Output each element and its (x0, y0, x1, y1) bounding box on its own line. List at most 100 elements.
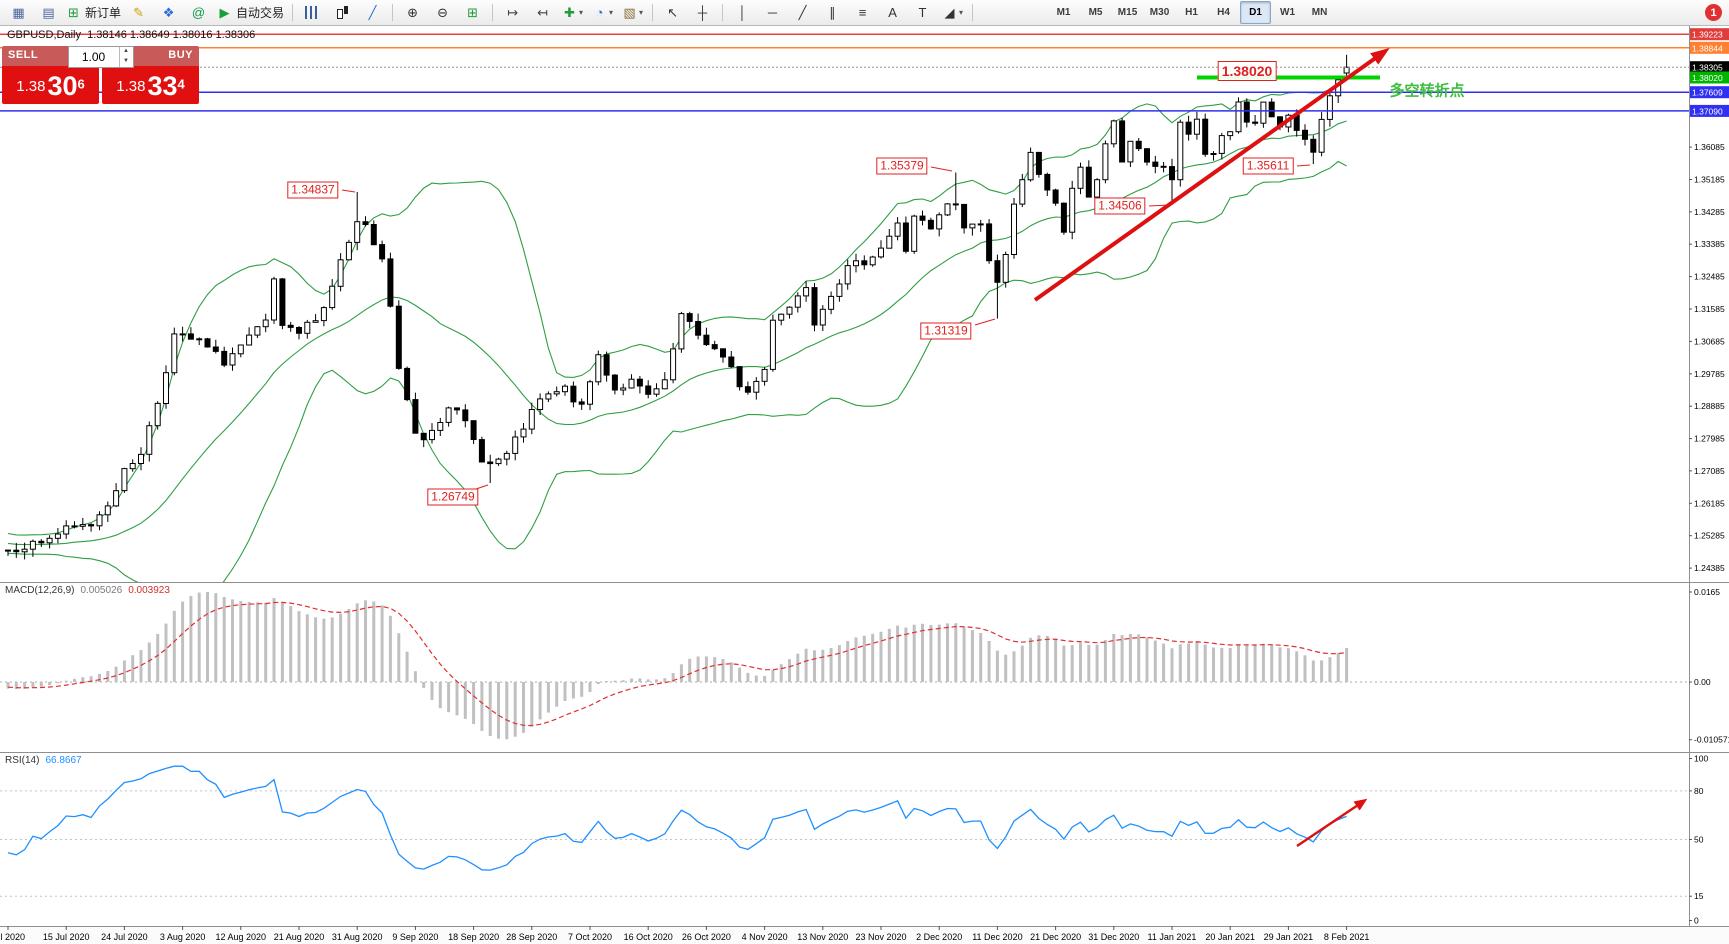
new-chart-icon[interactable]: ▦ (4, 1, 33, 24)
text-icon: A (888, 5, 897, 20)
cursor-icon[interactable]: ↖ (658, 1, 687, 24)
turning-point-label[interactable]: 多空转折点 (1389, 82, 1465, 100)
price-annotation[interactable]: 1.35611 (1242, 157, 1294, 175)
price-annotation[interactable]: 1.34506 (1094, 197, 1146, 215)
auto-scroll-icon[interactable]: ↦ (498, 1, 527, 24)
key-level-label[interactable]: 1.38020 (1217, 61, 1277, 81)
crosshair-icon[interactable]: ┼ (688, 1, 717, 24)
candle-body (1027, 151, 1034, 181)
macd-scale[interactable]: 0.0165 0.00 -0.010571 (1689, 587, 1729, 745)
vertical-line-icon[interactable]: │ (728, 1, 757, 24)
trend-arrow[interactable] (1033, 47, 1390, 302)
chart-shift-icon[interactable]: ↤ (528, 1, 557, 24)
candle-body (1035, 151, 1042, 175)
price-annotation[interactable]: 1.34837 (287, 181, 339, 199)
price-annotation[interactable]: 1.35379 (876, 157, 928, 175)
candle-body (387, 258, 394, 307)
timeframe-mn-button[interactable]: MN (1304, 1, 1335, 24)
trendline-icon[interactable]: ╱ (788, 1, 817, 24)
candle-body (803, 287, 810, 297)
candle-body (1302, 129, 1308, 140)
timeframe-d1-button[interactable]: D1 (1240, 1, 1272, 24)
channel-icon[interactable]: ∥ (818, 1, 847, 24)
macd-bar (314, 617, 318, 682)
time-axis[interactable]: Jul 2020 15 Jul 2020 24 Jul 2020 3 Aug 2020… (0, 926, 1369, 942)
community-icon[interactable]: @ (184, 1, 213, 24)
candle-body (1202, 118, 1209, 155)
macd-bar (1004, 654, 1008, 682)
new-order-button-icon: ⊞ (68, 5, 79, 20)
text-icon[interactable]: A (878, 1, 907, 24)
candle-body (113, 490, 120, 507)
macd-main-value: 0.005026 (80, 585, 123, 596)
macd-bar (1345, 648, 1349, 682)
line-chart-icon[interactable]: ╱ (358, 1, 387, 24)
candle-body (196, 338, 203, 341)
rsi-arrow[interactable] (1296, 798, 1368, 848)
macd-bar (1062, 645, 1066, 682)
candle-body (811, 287, 818, 326)
price-tick-label: 1.31585 (1694, 304, 1725, 314)
horizontal-line-icon[interactable]: ─ (758, 1, 787, 24)
timeframe-w1-button[interactable]: W1 (1272, 1, 1303, 24)
date-label: 18 Sep 2020 (448, 932, 499, 942)
price-tick-label: 1.34285 (1694, 207, 1725, 217)
candle-body (63, 525, 70, 535)
macd-name: MACD(12,26,9) (5, 585, 75, 596)
candlestick-chart-icon (335, 6, 350, 19)
timeframe-h1-button[interactable]: H1 (1176, 1, 1207, 24)
macd-bar (364, 600, 367, 682)
indicators-icon[interactable]: ✚ ▾ (558, 1, 587, 24)
volume-spinner[interactable]: ▲ ▼ (118, 47, 133, 67)
price-line-label-text: 1.37090 (1692, 106, 1723, 116)
timeframe-m5-button[interactable]: M5 (1080, 1, 1111, 24)
volume-input[interactable]: 1.00 ▲ ▼ (67, 46, 134, 68)
macd-bar (455, 682, 459, 716)
styler-icon[interactable]: ✎ (124, 1, 153, 24)
tile-windows-icon[interactable]: ⊞ (458, 1, 487, 24)
bar-chart-icon[interactable] (298, 1, 327, 24)
volume-down-icon[interactable]: ▼ (123, 58, 129, 64)
price-axis[interactable]: 1.36085 1.35185 1.34285 1.33385 1.32485 1.315… (1689, 28, 1729, 573)
price-line-label-text: 1.39223 (1692, 30, 1723, 40)
timeframe-h1-button-label: H1 (1185, 7, 1198, 18)
profiles-icon[interactable]: ❖ (154, 1, 183, 24)
macd-bar (1195, 641, 1199, 682)
macd-bar (64, 680, 68, 682)
timeframe-m30-button[interactable]: M30 (1144, 1, 1175, 24)
macd-bar (530, 682, 534, 727)
price-annotation[interactable]: 1.31319 (920, 322, 972, 340)
macd-bar (821, 649, 825, 682)
templates-icon[interactable]: ▧ ▾ (618, 1, 647, 24)
date-label: 2 Dec 2020 (916, 932, 962, 942)
volume-up-icon[interactable]: ▲ (123, 48, 129, 54)
timeframe-m15-button-label: M15 (1117, 7, 1138, 18)
autotrading-button[interactable]: ▶ 自动交易 (214, 1, 287, 24)
new-order-button[interactable]: ⊞ 新订单 (63, 1, 124, 24)
periods-icon[interactable]: ◔ ▾ (588, 1, 617, 24)
toolbar: ▦ ▤ ⊞ 新订单 ✎ ❖ @ ▶ 自动交易 ╱ ⊕ ⊖ ⊞ ↦ ↤ ✚ ▾ ◔ ▾ ▧ ▾ ↖ ┼ │ ─ ╱ ∥ ≡ A T ◢ ▾ M1 M… (0, 0, 1729, 26)
candle-body (1160, 165, 1167, 168)
timeframe-h4-button[interactable]: H4 (1208, 1, 1239, 24)
candle-body (312, 320, 319, 323)
chart-list-icon[interactable]: ▤ (34, 1, 63, 24)
timeframe-m15-button[interactable]: M15 (1112, 1, 1143, 24)
shapes-icon[interactable]: ◢ ▾ (938, 1, 967, 24)
candle-body (678, 313, 685, 350)
periods-icon: ◔ (595, 5, 604, 20)
candlestick-chart-icon[interactable] (328, 1, 357, 24)
timeframe-m1-button[interactable]: M1 (1048, 1, 1079, 24)
macd-bar (264, 602, 268, 682)
candle-body (1052, 189, 1059, 204)
label-icon: T (918, 5, 927, 20)
price-annotation[interactable]: 1.26749 (427, 488, 479, 506)
fibonacci-icon[interactable]: ≡ (848, 1, 877, 24)
zoom-in-icon[interactable]: ⊕ (398, 1, 427, 24)
zoom-out-icon[interactable]: ⊖ (428, 1, 457, 24)
notification-badge[interactable]: 1 (1705, 4, 1722, 21)
candle-body (1235, 101, 1242, 133)
macd-bar (372, 601, 376, 682)
label-icon[interactable]: T (908, 1, 937, 24)
rsi-scale[interactable]: 100 80 50 15 0 (1689, 754, 1708, 926)
